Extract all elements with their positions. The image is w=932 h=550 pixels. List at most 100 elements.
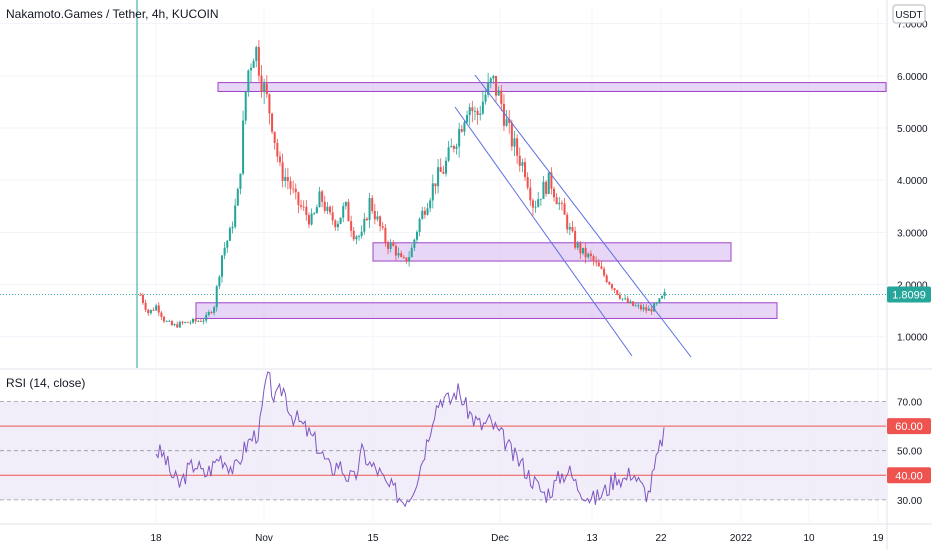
candle-body (223, 247, 226, 256)
candle-body (271, 113, 274, 132)
candle-body (587, 253, 590, 258)
candle-body (247, 70, 250, 92)
currency-button[interactable]: USDT (892, 4, 926, 24)
candle-body (394, 245, 397, 256)
time-tick-label: Nov (255, 533, 273, 544)
rsi-level-tag: 40.00 (887, 467, 931, 484)
rsi-panel (0, 371, 886, 508)
candle-body (455, 146, 458, 149)
candle-body (661, 295, 664, 299)
candle-body (558, 202, 561, 205)
chart-title: Nakamoto.Games / Tether, 4h, KUCOIN (6, 7, 219, 21)
candle-body (176, 324, 179, 328)
candle-body (545, 181, 548, 194)
candle-body (632, 301, 635, 306)
candle-body (368, 198, 371, 221)
time-tick-label: Dec (491, 533, 509, 544)
candle-body (231, 226, 234, 229)
candle-body (139, 294, 142, 296)
candle-body (624, 298, 627, 300)
candle-body (373, 210, 376, 220)
price-zone (195, 302, 778, 319)
candle-body (170, 321, 173, 326)
candle-body (408, 257, 411, 262)
price-zone (217, 82, 887, 92)
candle-body (265, 83, 268, 95)
price-tick-label: 1.0000 (897, 333, 928, 344)
candle-body (281, 162, 284, 181)
candle-body (658, 298, 661, 303)
candle-body (621, 298, 624, 300)
candle-body (489, 78, 492, 83)
candle-body (286, 176, 289, 182)
candle-body (426, 208, 429, 215)
candle-body (389, 242, 392, 249)
time-tick-label: 18 (150, 533, 162, 544)
candle-body (610, 284, 613, 289)
candle-body (165, 321, 168, 322)
candle-body (423, 210, 426, 215)
candle-body (205, 314, 208, 321)
candle-body (202, 320, 205, 322)
rsi-tick-label: 30.00 (897, 496, 922, 507)
candle-body (376, 216, 379, 220)
candle-body (560, 202, 563, 204)
candle-body (215, 286, 218, 308)
candle-body (603, 268, 606, 276)
time-tick-label: 10 (803, 533, 815, 544)
candle-body (492, 75, 495, 79)
candle-body (542, 181, 545, 199)
candle-body (589, 253, 592, 257)
price-tick-label: 7.0000 (897, 20, 928, 31)
rsi-tick-label: 50.00 (897, 447, 922, 458)
candle-body (460, 129, 463, 132)
candle-body (584, 247, 587, 258)
candle-body (642, 307, 645, 310)
candle-body (315, 207, 318, 214)
candle-body (236, 189, 239, 206)
candle-body (323, 201, 326, 211)
candle-body (242, 120, 245, 174)
trend-channel-upper (474, 74, 692, 358)
candle-body (613, 288, 616, 291)
time-tick-label: 2022 (730, 533, 753, 544)
rsi-title: RSI (14, close) (6, 376, 85, 390)
candle-body (397, 253, 400, 256)
candle-body (574, 231, 577, 248)
candle-body (339, 217, 342, 224)
candle-body (442, 171, 445, 174)
candle-body (637, 305, 640, 307)
candle-body (513, 138, 516, 147)
candle-body (400, 253, 403, 257)
candle-body (447, 147, 450, 161)
candle-body (484, 94, 487, 102)
candle-body (163, 316, 166, 322)
candle-body (318, 191, 321, 208)
candle-body (326, 206, 329, 211)
price-tick-label: 5.0000 (897, 124, 928, 135)
candle-body (495, 75, 498, 96)
candle-body (220, 255, 224, 277)
candle-body (184, 322, 187, 323)
candle-body (307, 215, 310, 225)
candle-body (360, 231, 363, 237)
candle-body (608, 282, 611, 285)
candle-body (413, 239, 416, 248)
price-tick-label: 3.0000 (897, 228, 928, 239)
candle-body (149, 309, 152, 314)
candle-body (297, 192, 300, 206)
candle-body (415, 231, 419, 240)
candle-body (234, 205, 237, 227)
candle-body (402, 256, 405, 258)
candle-body (531, 200, 534, 208)
candle-body (481, 101, 484, 114)
rsi-level-tag: 60.00 (887, 418, 931, 435)
candle-body (450, 146, 453, 148)
candle-body (500, 90, 503, 104)
candle-body (189, 322, 192, 324)
candle-body (173, 324, 176, 326)
candle-body (199, 321, 202, 322)
candle-body (516, 138, 519, 156)
